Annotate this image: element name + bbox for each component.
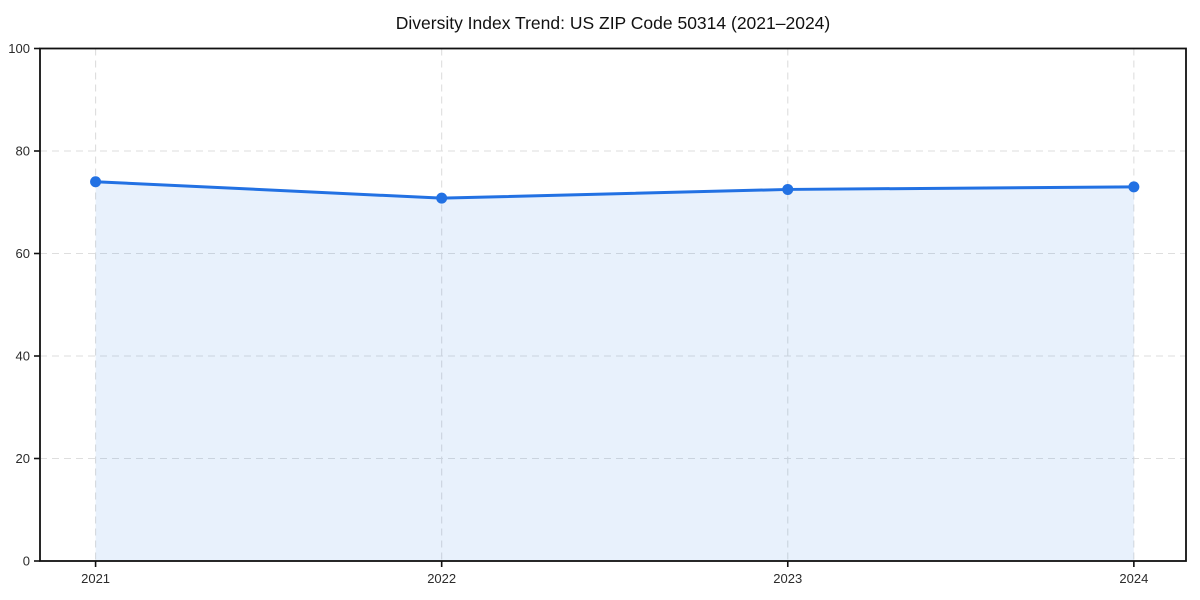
y-tick-label: 40 [16,349,30,364]
data-line [94,180,1136,200]
data-point [436,192,448,204]
y-tick-label: 60 [16,246,30,261]
tick-labels: 0 20 40 60 80 100 2021 2022 2023 2024 [8,41,1148,586]
area-fill [95,181,1134,561]
data-point [782,183,794,195]
axes [34,47,1187,567]
x-tick-label: 2021 [81,571,110,586]
area-fill-shape [95,181,1134,561]
chart-title: Diversity Index Trend: US ZIP Code 50314… [396,13,831,33]
trend-line [94,180,1136,200]
x-tick-label: 2022 [427,571,456,586]
y-tick-label: 100 [8,41,30,56]
data-points [90,176,1140,204]
y-tick-label: 80 [16,144,30,159]
data-point [1128,181,1140,193]
y-tick-label: 20 [16,451,30,466]
x-tick-label: 2024 [1119,571,1148,586]
y-tick-label: 0 [23,554,30,569]
plot-border [39,47,1187,562]
data-point [90,176,102,188]
x-tick-label: 2023 [773,571,802,586]
